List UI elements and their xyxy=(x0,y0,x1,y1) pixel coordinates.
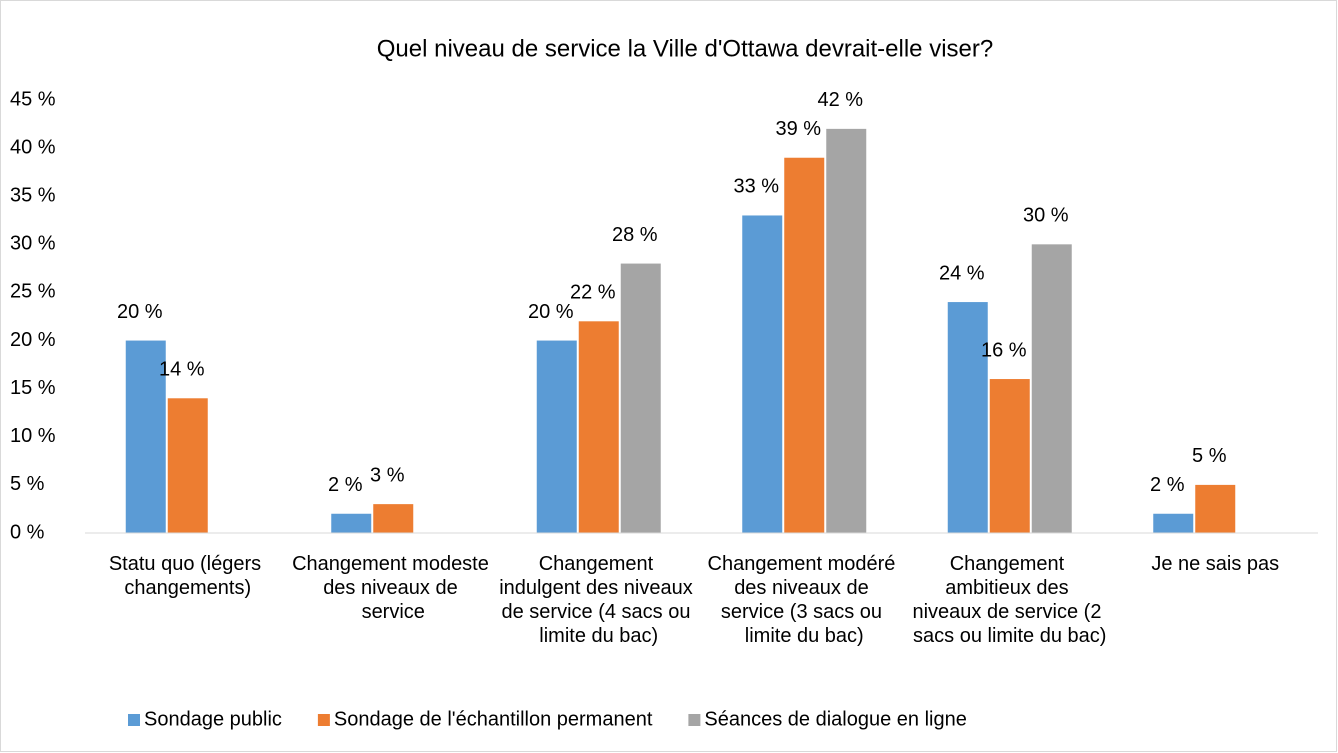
bar xyxy=(620,263,661,533)
y-tick-label: 15 % xyxy=(10,377,56,399)
data-label: 5 % xyxy=(1192,445,1227,467)
y-tick-label: 45 % xyxy=(10,88,56,110)
x-tick-label: Changement modéré des niveaux de service… xyxy=(708,553,901,647)
legend-swatch xyxy=(688,714,701,726)
legend-label: Sondage public xyxy=(144,708,282,730)
x-tick-label: Je ne sais pas xyxy=(1151,553,1279,575)
bar xyxy=(826,128,867,533)
data-label: 14 % xyxy=(159,359,205,381)
data-label: 28 % xyxy=(612,224,658,246)
bar xyxy=(989,379,1030,533)
data-label: 20 % xyxy=(117,301,163,323)
bar xyxy=(1195,484,1236,533)
data-label: 22 % xyxy=(570,282,616,304)
y-tick-label: 35 % xyxy=(10,185,56,207)
bar xyxy=(1153,513,1194,533)
x-tick-label: Changement ambitieux des niveaux de serv… xyxy=(912,553,1107,647)
data-label: 2 % xyxy=(1150,474,1185,496)
y-tick-label: 25 % xyxy=(10,281,56,303)
data-label: 33 % xyxy=(733,176,779,198)
data-label: 16 % xyxy=(981,339,1027,361)
bar xyxy=(373,504,414,533)
y-tick-label: 20 % xyxy=(10,329,56,351)
bar xyxy=(742,215,783,533)
legend-label: Séances de dialogue en ligne xyxy=(704,708,966,730)
legend-swatch xyxy=(128,714,140,726)
bar xyxy=(1031,244,1072,534)
x-tick-label: Changement modeste des niveaux de servic… xyxy=(292,553,494,623)
data-label: 30 % xyxy=(1023,205,1069,227)
bar xyxy=(578,321,619,533)
bar xyxy=(784,157,825,533)
data-label: 3 % xyxy=(370,464,405,486)
y-tick-label: 0 % xyxy=(10,521,45,543)
data-label: 2 % xyxy=(328,474,363,496)
x-tick-label: Statu quo (légers changements) xyxy=(109,553,267,599)
y-tick-label: 30 % xyxy=(10,233,56,255)
bar xyxy=(536,340,577,533)
y-tick-label: 10 % xyxy=(10,425,56,447)
chart-title: Quel niveau de service la Ville d'Ottawa… xyxy=(377,35,993,62)
data-label: 20 % xyxy=(528,301,574,323)
y-tick-label: 5 % xyxy=(10,473,45,495)
data-label: 39 % xyxy=(775,118,821,140)
legend-swatch xyxy=(317,714,330,726)
x-tick-label: Changement indulgent des niveaux de serv… xyxy=(499,553,698,647)
data-label: 24 % xyxy=(939,262,985,284)
bar xyxy=(125,340,166,533)
bar xyxy=(331,513,372,533)
y-tick-label: 40 % xyxy=(10,136,56,158)
data-label: 42 % xyxy=(817,89,863,111)
bar xyxy=(167,398,208,533)
bar xyxy=(947,302,988,533)
legend-label: Sondage de l'échantillon permanent xyxy=(334,708,653,730)
